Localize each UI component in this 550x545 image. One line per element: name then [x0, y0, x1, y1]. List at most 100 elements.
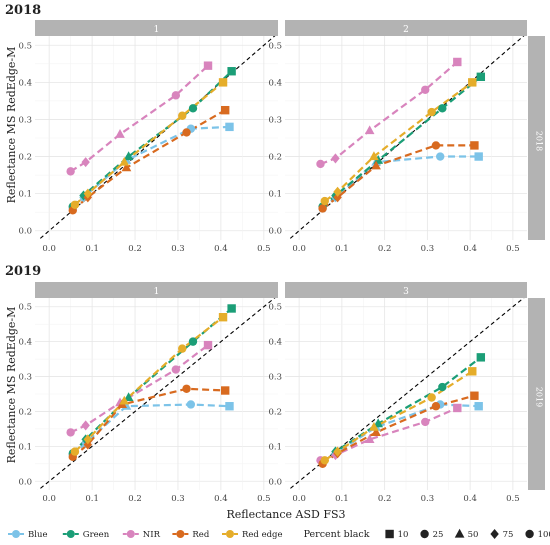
data-point	[227, 67, 236, 76]
y-tick-label: 0.0	[18, 227, 32, 237]
data-point	[438, 104, 447, 113]
data-point	[470, 141, 479, 150]
facet-strip-right-label: 2018	[535, 131, 544, 151]
legend-shape-key	[454, 528, 465, 538]
data-point	[70, 200, 80, 209]
data-point	[81, 420, 90, 431]
legend-key-point	[66, 530, 75, 538]
legend-label: Green	[83, 530, 110, 540]
y-axis-label-2019: Reflectance MS RedEdge-M	[5, 307, 18, 464]
data-point	[182, 384, 191, 393]
x-tick-label: 0.3	[421, 244, 435, 254]
x-tick-label: 0.5	[257, 494, 271, 504]
data-point	[225, 402, 234, 411]
y-tick-label: 0.5	[268, 303, 282, 313]
y-tick-label: 0.5	[18, 41, 32, 51]
panel-group: 1 0.0 0.1 0.2 0.3 0.4 0.5 0.0 0.1 0.2 0.3 0.4 0.5 2 20…	[18, 20, 545, 504]
x-tick-label: 0.1	[335, 244, 349, 254]
data-point	[119, 395, 130, 405]
data-point	[123, 151, 134, 161]
identity-line	[37, 36, 276, 240]
year-title-2019: 2019	[5, 264, 41, 279]
legend-shape-key	[490, 528, 499, 540]
facet-strip	[35, 20, 278, 36]
legend-shape-label: 100	[538, 530, 550, 540]
x-tick-label: 0.4	[463, 244, 477, 254]
data-point	[171, 365, 181, 374]
data-point	[225, 122, 234, 132]
data-point	[316, 159, 325, 169]
y-tick-label: 0.1	[18, 442, 32, 452]
x-tick-label: 0.0	[42, 244, 56, 254]
data-point	[431, 402, 441, 411]
legend-label: Red	[192, 530, 209, 540]
data-point	[220, 386, 230, 395]
y-tick-label: 0.3	[268, 115, 282, 125]
facet-strip-right	[528, 298, 545, 490]
identity-line	[287, 36, 525, 240]
x-tick-label: 0.1	[85, 494, 99, 504]
y-axis-label-2018: Reflectance MS RedEdge-M	[5, 47, 18, 204]
legend-key-point	[12, 530, 20, 538]
y-tick-label: 0.2	[268, 153, 282, 163]
data-point	[333, 446, 342, 457]
y-tick-label: 0.4	[268, 338, 282, 348]
data-point	[320, 196, 329, 206]
y-tick-label: 0.3	[18, 115, 32, 125]
plot-area	[287, 298, 525, 490]
x-tick-label: 0.5	[506, 494, 520, 504]
data-point	[364, 125, 375, 135]
data-point	[369, 421, 379, 431]
legend-shape-label: 75	[503, 530, 514, 540]
facet-strip-right	[528, 36, 545, 240]
data-point	[115, 129, 125, 138]
legend-shape-key	[525, 529, 534, 539]
y-tick-label: 0.3	[18, 373, 32, 383]
x-tick-label: 0.2	[128, 494, 142, 504]
legend-label: Blue	[28, 530, 47, 540]
data-point	[188, 104, 198, 113]
data-point	[83, 439, 93, 450]
data-point	[83, 188, 93, 199]
legend-label: NIR	[143, 530, 161, 540]
x-tick-label: 0.2	[128, 244, 142, 254]
series-line-blue	[321, 403, 479, 464]
data-point	[476, 353, 486, 362]
y-tick-label: 0.2	[18, 153, 32, 163]
y-tick-label: 0.2	[268, 407, 282, 417]
x-tick-label: 0.1	[85, 244, 99, 254]
legend-shape-key	[420, 529, 429, 539]
facet-strip	[285, 20, 527, 36]
data-point	[171, 91, 181, 100]
x-tick-label: 0.0	[42, 494, 56, 504]
data-point	[66, 167, 75, 176]
data-point	[427, 107, 436, 117]
data-point	[182, 128, 191, 137]
data-point	[476, 72, 486, 81]
data-point	[218, 78, 228, 87]
legend-label: Red edge	[242, 530, 283, 540]
data-point	[188, 337, 198, 346]
data-point	[203, 61, 213, 70]
series-line-nir	[320, 406, 458, 462]
data-point	[331, 153, 340, 164]
legend-shape-title: Percent black	[304, 529, 370, 540]
x-tick-label: 0.2	[378, 244, 392, 254]
facet-strip-label: 1	[154, 287, 160, 297]
x-tick-label: 0.2	[378, 494, 392, 504]
data-point	[186, 400, 196, 409]
panel-2: 2 2018 0.0 0.1 0.2 0.3 0.4 0.5 0.0 0.1 0.2 0.3 0.4 0.…	[268, 20, 545, 254]
data-point	[453, 57, 462, 67]
series-line-red	[321, 394, 475, 465]
data-point	[474, 402, 483, 411]
x-tick-label: 0.3	[171, 494, 185, 504]
legend-key-point	[176, 530, 185, 538]
data-point	[320, 456, 329, 465]
data-point	[364, 434, 375, 443]
legend-key-point	[126, 530, 135, 538]
data-point	[220, 105, 230, 115]
data-point	[373, 418, 384, 428]
data-point	[436, 152, 445, 161]
data-point	[371, 160, 381, 170]
